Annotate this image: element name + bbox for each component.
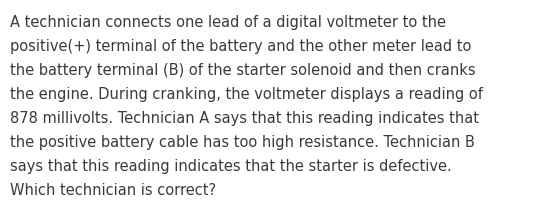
- Text: Which technician is correct?: Which technician is correct?: [10, 183, 216, 198]
- Text: the engine. During cranking, the voltmeter displays a reading of: the engine. During cranking, the voltmet…: [10, 87, 483, 102]
- Text: 878 millivolts. Technician A says that this reading indicates that: 878 millivolts. Technician A says that t…: [10, 111, 479, 126]
- Text: the battery terminal (B) of the starter solenoid and then cranks: the battery terminal (B) of the starter …: [10, 63, 475, 78]
- Text: positive(+) terminal of the battery and the other meter lead to: positive(+) terminal of the battery and …: [10, 39, 472, 54]
- Text: the positive battery cable has too high resistance. Technician B: the positive battery cable has too high …: [10, 135, 475, 150]
- Text: says that this reading indicates that the starter is defective.: says that this reading indicates that th…: [10, 159, 452, 174]
- Text: A technician connects one lead of a digital voltmeter to the: A technician connects one lead of a digi…: [10, 15, 446, 30]
